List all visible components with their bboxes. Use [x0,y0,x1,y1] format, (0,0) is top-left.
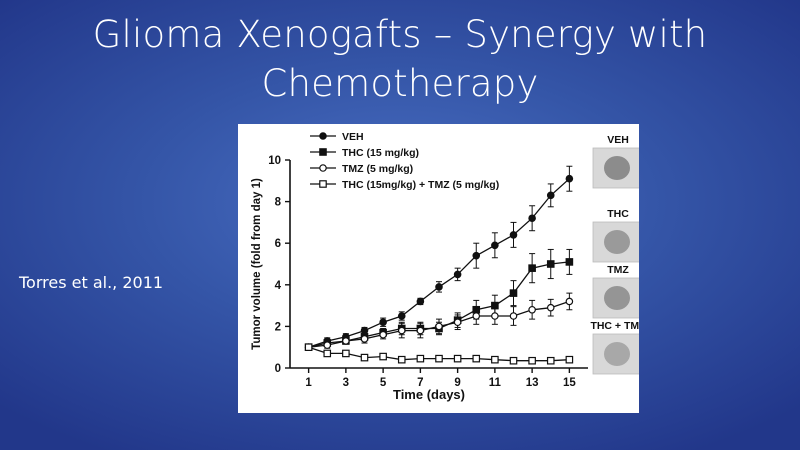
x-tick-label: 11 [489,377,502,389]
data-point [416,297,425,306]
data-point [323,341,332,349]
y-tick-label: 6 [275,238,281,250]
data-point [360,353,369,362]
data-point [323,349,332,358]
x-axis-label: Time (days) [393,387,465,402]
data-point [453,318,462,327]
legend-marker [319,180,327,188]
data-point [491,312,499,320]
data-point [416,354,425,363]
tumor-image: THC [592,208,639,263]
y-tick-label: 8 [275,197,282,209]
data-point [435,283,443,291]
legend-label: TMZ (5 mg/kg) [342,163,413,175]
data-point [491,355,499,364]
data-point [453,354,462,363]
data-point [509,356,518,365]
data-point [342,337,350,345]
data-point [546,303,555,312]
data-point [565,355,574,364]
data-point [379,352,387,361]
tumor-image-label: TMZ [607,264,629,276]
y-tick-label: 10 [268,155,281,167]
data-point [565,258,574,266]
data-point [472,312,481,320]
tumor-image-label: THC [607,208,629,220]
data-point [528,214,536,223]
citation: Torres et al., 2011 [19,273,164,292]
data-point [342,349,350,358]
legend-entry: VEH [310,131,364,143]
tumor-image-label: THC + TMZ [590,320,639,332]
tumor-image: THC + TMZ [590,320,639,375]
data-point [397,312,406,320]
data-point [416,326,425,335]
x-tick-label: 13 [526,377,539,389]
legend-label: THC (15 mg/kg) [342,147,419,159]
legend-label: VEH [342,131,364,143]
y-tick-label: 0 [275,363,281,375]
data-point [472,251,481,260]
x-tick-label: 3 [343,377,349,389]
data-point [528,264,536,272]
tumor-image-label: VEH [607,134,629,146]
data-point [472,354,481,363]
data-point [360,335,369,343]
legend-entry: TMZ (5 mg/kg) [310,163,413,175]
x-tick-label: 1 [305,377,312,389]
legend-marker [319,148,327,156]
data-point [565,174,574,183]
data-point [509,289,518,297]
tumor-image: VEH [592,134,639,189]
data-point [491,241,499,250]
data-point [304,343,313,352]
series-4 [304,343,574,365]
figure-panel: 0 2 4 6 8 10 1 3 5 7 9 11 13 15 VEH THC (15 mg/kg) TMZ… [238,124,639,413]
x-tick-label: 7 [417,377,423,389]
data-point [397,355,406,364]
tumor-photo [604,342,630,366]
x-tick-label: 5 [380,377,387,389]
legend-entry: THC (15 mg/kg) [310,147,419,159]
data-point [546,191,555,200]
data-point [546,260,555,268]
y-axis-label: Tumor volume (fold from day 1) [251,178,263,350]
data-point [435,322,443,331]
tumor-photo [604,286,630,310]
x-tick-label: 9 [454,377,460,389]
series-3 [304,292,574,352]
tumor-image: TMZ [592,264,639,319]
data-point [379,318,387,327]
legend-label: THC (15mg/kg) + TMZ (5 mg/kg) [342,179,499,191]
data-point [397,326,406,335]
data-point [528,305,536,314]
tumor-photo [604,230,630,254]
data-point [546,356,555,365]
data-point [453,270,462,279]
legend-entry: THC (15mg/kg) + TMZ (5 mg/kg) [310,179,499,191]
data-point [509,231,518,239]
data-point [528,356,536,365]
data-point [509,312,518,320]
data-point [379,330,387,339]
legend-marker [319,164,327,172]
slide-title: Glioma Xenogafts – Synergy with Chemothe… [92,13,708,105]
data-point [435,354,443,363]
legend-marker [319,132,327,140]
x-tick-label: 15 [563,377,576,389]
data-point [565,297,574,306]
tumor-photo [604,156,630,180]
y-tick-label: 4 [275,280,282,292]
y-tick-label: 2 [275,321,281,333]
